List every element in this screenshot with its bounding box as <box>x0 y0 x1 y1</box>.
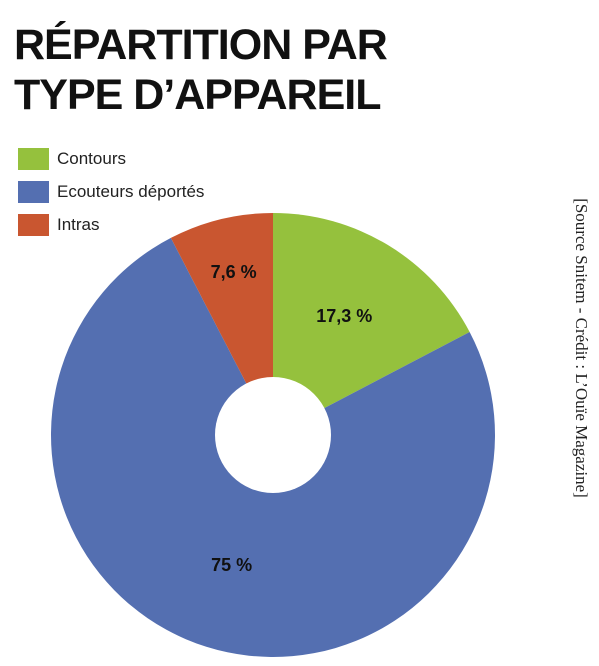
slice-contours <box>273 213 470 435</box>
donut-hole <box>215 377 331 493</box>
chart-title: RÉPARTITION PAR TYPE D’APPAREIL <box>14 20 388 120</box>
legend-swatch-ecouteurs-deportes <box>18 180 49 203</box>
chart-title-line-2: TYPE D’APPAREIL <box>14 71 381 119</box>
legend-item-contours: Contours <box>18 142 204 175</box>
legend-label-intras: Intras <box>57 214 100 234</box>
slice-label-intras: 7,6 % <box>211 262 257 282</box>
chart-legend: Contours Ecouteurs déportés Intras <box>18 142 204 241</box>
legend-label-contours: Contours <box>57 148 126 168</box>
legend-item-intras: Intras <box>18 208 204 241</box>
chart-title-line-1: RÉPARTITION PAR <box>14 21 388 69</box>
legend-swatch-intras <box>18 213 49 236</box>
slice-labels: 17,3 % 75 % 7,6 % <box>211 262 373 575</box>
legend-label-ecouteurs-deportes: Ecouteurs déportés <box>57 181 205 201</box>
slice-label-contours: 17,3 % <box>316 306 372 326</box>
slice-intras <box>170 213 273 435</box>
slice-label-ecouteurs-deportes: 75 % <box>211 555 252 575</box>
legend-item-ecouteurs-deportes: Ecouteurs déportés <box>18 175 204 208</box>
legend-swatch-contours <box>18 147 49 170</box>
